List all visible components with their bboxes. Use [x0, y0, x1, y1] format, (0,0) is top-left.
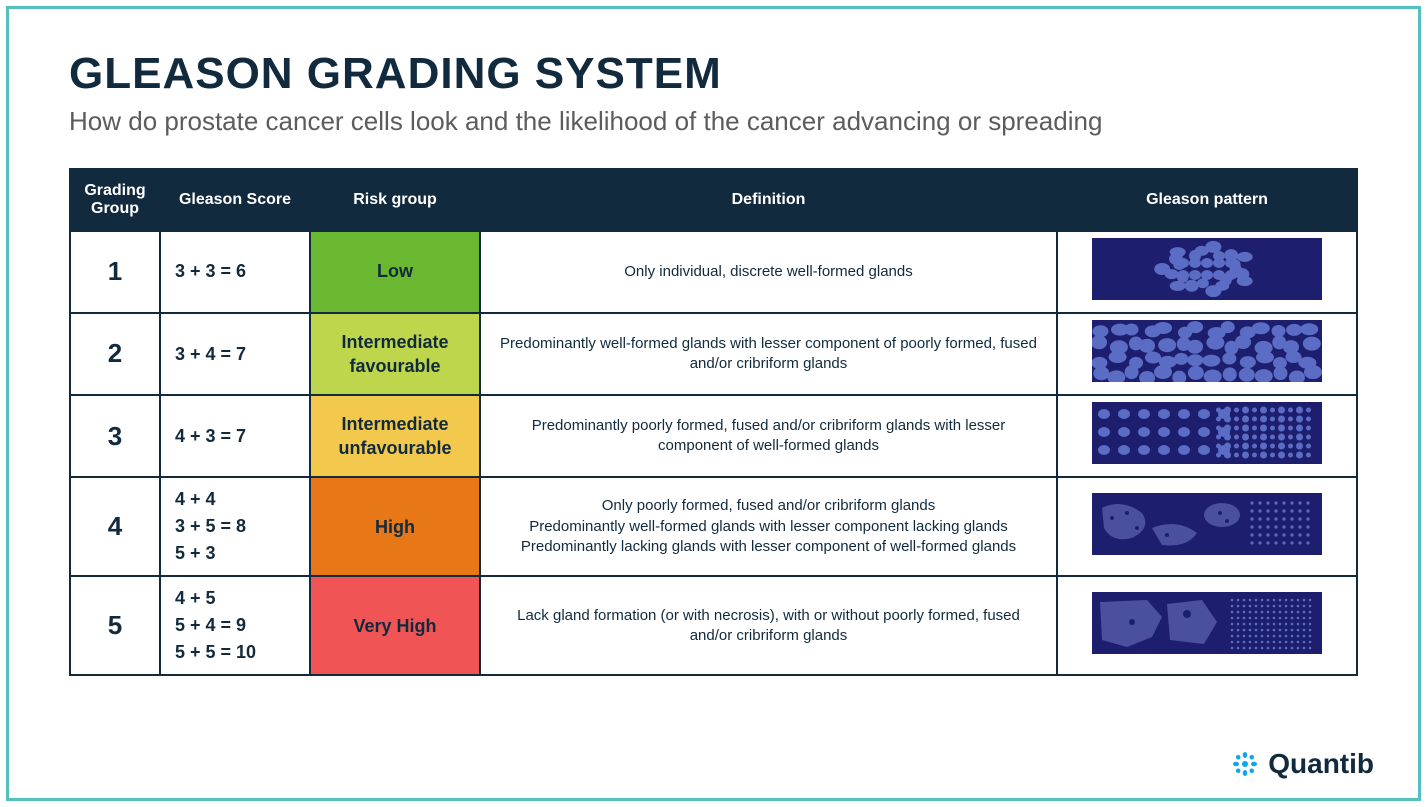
cell-definition: Only poorly formed, fused and/or cribrif… — [480, 477, 1057, 576]
page-subtitle: How do prostate cancer cells look and th… — [69, 105, 1219, 138]
cell-risk: Intermediateunfavourable — [310, 395, 480, 477]
cell-group: 1 — [70, 231, 160, 313]
cell-definition: Predominantly well-formed glands with le… — [480, 313, 1057, 395]
brand-icon — [1230, 749, 1260, 779]
cell-pattern — [1057, 477, 1357, 576]
table-row: 13 + 3 = 6LowOnly individual, discrete w… — [70, 231, 1357, 313]
cell-risk: Intermediatefavourable — [310, 313, 480, 395]
cell-pattern — [1057, 313, 1357, 395]
table-row: 54 + 55 + 4 = 95 + 5 = 10Very HighLack g… — [70, 576, 1357, 675]
gleason-table: Grading Group Gleason Score Risk group D… — [69, 168, 1358, 677]
col-header-risk: Risk group — [310, 169, 480, 231]
cell-group: 3 — [70, 395, 160, 477]
col-header-score: Gleason Score — [160, 169, 310, 231]
col-header-pattern: Gleason pattern — [1057, 169, 1357, 231]
table-row: 44 + 43 + 5 = 85 + 3HighOnly poorly form… — [70, 477, 1357, 576]
cell-pattern — [1057, 231, 1357, 313]
cell-risk: High — [310, 477, 480, 576]
cell-score: 4 + 55 + 4 = 95 + 5 = 10 — [160, 576, 310, 675]
cell-group: 4 — [70, 477, 160, 576]
cell-pattern — [1057, 576, 1357, 675]
brand-logo: Quantib — [1230, 748, 1374, 780]
cell-definition: Only individual, discrete well-formed gl… — [480, 231, 1057, 313]
cell-score: 3 + 4 = 7 — [160, 313, 310, 395]
cell-group: 5 — [70, 576, 160, 675]
brand-name: Quantib — [1268, 748, 1374, 780]
page-frame: GLEASON GRADING SYSTEM How do prostate c… — [6, 6, 1421, 801]
cell-definition: Predominantly poorly formed, fused and/o… — [480, 395, 1057, 477]
page-title: GLEASON GRADING SYSTEM — [69, 49, 1358, 99]
table-row: 23 + 4 = 7IntermediatefavourablePredomin… — [70, 313, 1357, 395]
table-row: 34 + 3 = 7IntermediateunfavourablePredom… — [70, 395, 1357, 477]
cell-pattern — [1057, 395, 1357, 477]
cell-score: 4 + 43 + 5 = 85 + 3 — [160, 477, 310, 576]
cell-risk: Low — [310, 231, 480, 313]
cell-score: 3 + 3 = 6 — [160, 231, 310, 313]
col-header-def: Definition — [480, 169, 1057, 231]
cell-score: 4 + 3 = 7 — [160, 395, 310, 477]
cell-risk: Very High — [310, 576, 480, 675]
cell-group: 2 — [70, 313, 160, 395]
cell-definition: Lack gland formation (or with necrosis),… — [480, 576, 1057, 675]
col-header-group: Grading Group — [70, 169, 160, 231]
table-header-row: Grading Group Gleason Score Risk group D… — [70, 169, 1357, 231]
